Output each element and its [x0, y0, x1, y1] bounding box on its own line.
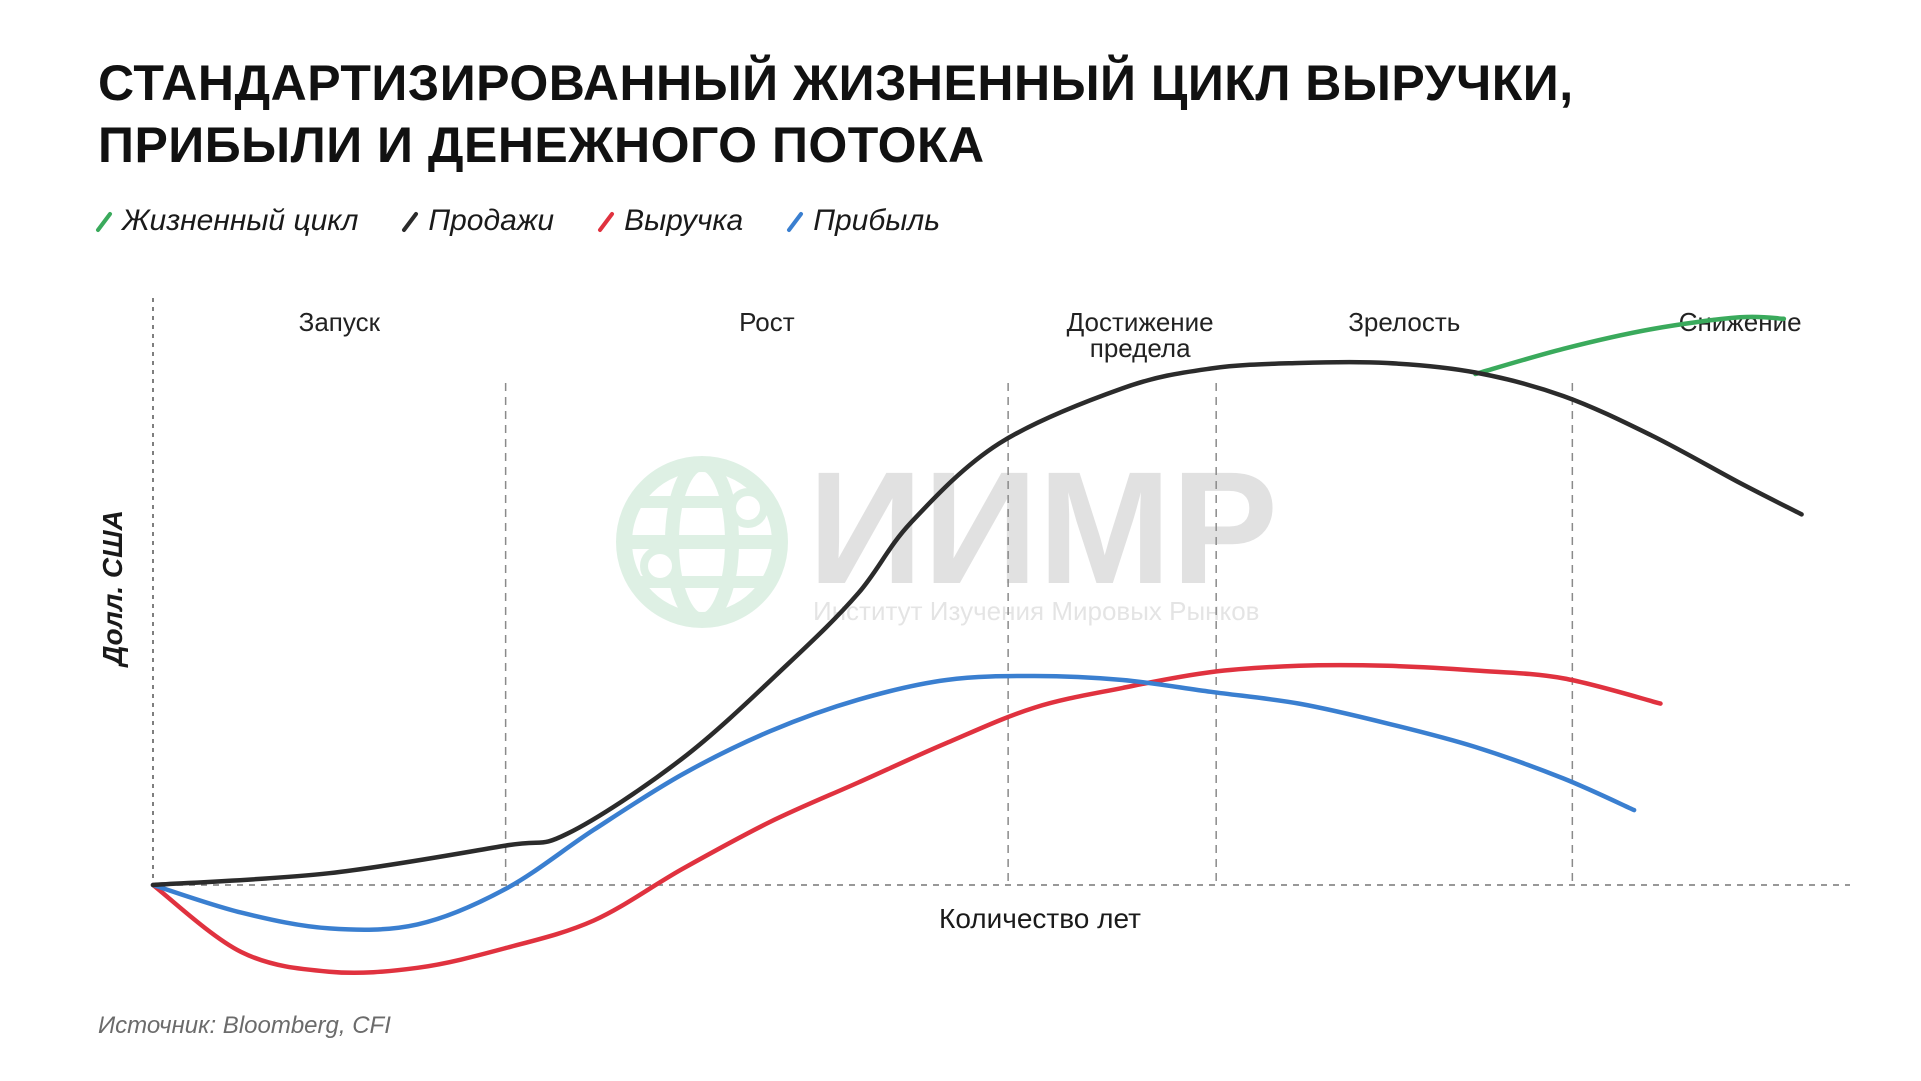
stage-label: Запуск — [299, 307, 381, 337]
chart-grid — [152, 298, 1850, 886]
legend-item-lifecycle: Жизненный цикл — [92, 204, 358, 238]
x-axis-label: Количество лет — [939, 903, 1141, 934]
legend-item-revenue: Выручка — [594, 204, 743, 238]
series-line-profit — [150, 673, 1637, 932]
stage-label-line: Запуск — [299, 307, 381, 337]
chart-title-line1: Стандартизированный жизненный цикл выруч… — [98, 55, 1574, 111]
legend: Жизненный цикл Продажи Выручка Прибыль — [92, 204, 940, 238]
watermark: ИИМР Институт Изучения Мировых Рынков — [616, 438, 1278, 628]
watermark-subtitle: Институт Изучения Мировых Рынков — [813, 596, 1259, 626]
stage-label-line: Зрелость — [1348, 307, 1460, 337]
legend-swatch-sales — [402, 212, 419, 232]
globe-icon — [616, 456, 788, 628]
legend-label-sales: Продажи — [428, 204, 555, 237]
legend-swatch-revenue — [598, 212, 615, 232]
legend-swatch-lifecycle — [96, 212, 112, 232]
stage-label-line: Достижение — [1067, 307, 1214, 337]
chart-title: Стандартизированный жизненный цикл выруч… — [98, 52, 1598, 176]
series-line-lifecycle — [1473, 314, 1787, 377]
y-axis-label: Долл. США — [97, 510, 128, 668]
legend-label-profit: Прибыль — [813, 204, 940, 237]
chart-series — [150, 314, 1804, 976]
legend-label-lifecycle: Жизненный цикл — [122, 204, 359, 237]
legend-item-sales: Продажи — [398, 204, 554, 238]
series-line-sales — [150, 359, 1804, 888]
series-line-revenue — [150, 662, 1663, 976]
stage-label-line: предела — [1090, 333, 1191, 363]
stage-label: Рост — [739, 307, 795, 337]
watermark-name: ИИМР — [808, 438, 1278, 617]
source-note: Источник: Bloomberg, CFI — [98, 1012, 391, 1039]
legend-label-revenue: Выручка — [624, 204, 744, 237]
legend-swatch-profit — [787, 212, 804, 232]
chart-title-line2: прибыли и денежного потока — [98, 117, 985, 173]
stage-label: Зрелость — [1348, 307, 1460, 337]
legend-item-profit: Прибыль — [783, 204, 940, 238]
stage-label-line: Рост — [739, 307, 795, 337]
stage-label: Достижение предела — [1067, 307, 1214, 363]
